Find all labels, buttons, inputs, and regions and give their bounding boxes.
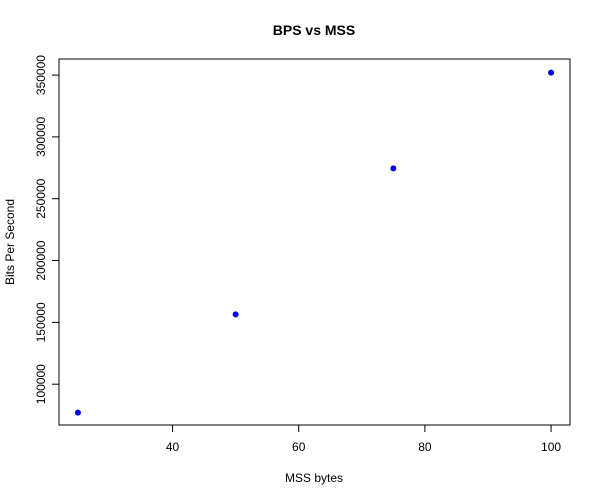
y-tick-label: 350000 xyxy=(34,55,48,95)
y-tick-label: 150000 xyxy=(34,302,48,342)
y-tick-label: 100000 xyxy=(34,364,48,404)
y-axis-label: Bits Per Second xyxy=(3,199,17,285)
data-point xyxy=(390,165,397,172)
x-tick-label: 100 xyxy=(541,440,561,454)
y-tick-label: 300000 xyxy=(34,117,48,157)
x-tick-label: 80 xyxy=(418,440,432,454)
y-tick-label: 200000 xyxy=(34,240,48,280)
data-point xyxy=(232,311,239,318)
x-axis: 40 60 80 100 xyxy=(166,425,561,454)
x-tick-label: 40 xyxy=(166,440,180,454)
plot-frame xyxy=(58,58,571,426)
data-point xyxy=(74,409,81,416)
chart-title: BPS vs MSS xyxy=(273,22,355,38)
data-point xyxy=(548,69,555,76)
y-axis: 100000 150000 200000 250000 300000 350000 xyxy=(34,55,59,404)
x-axis-label: MSS bytes xyxy=(285,471,343,485)
x-tick-label: 60 xyxy=(292,440,306,454)
y-tick-label: 250000 xyxy=(34,178,48,218)
data-points xyxy=(74,69,555,416)
